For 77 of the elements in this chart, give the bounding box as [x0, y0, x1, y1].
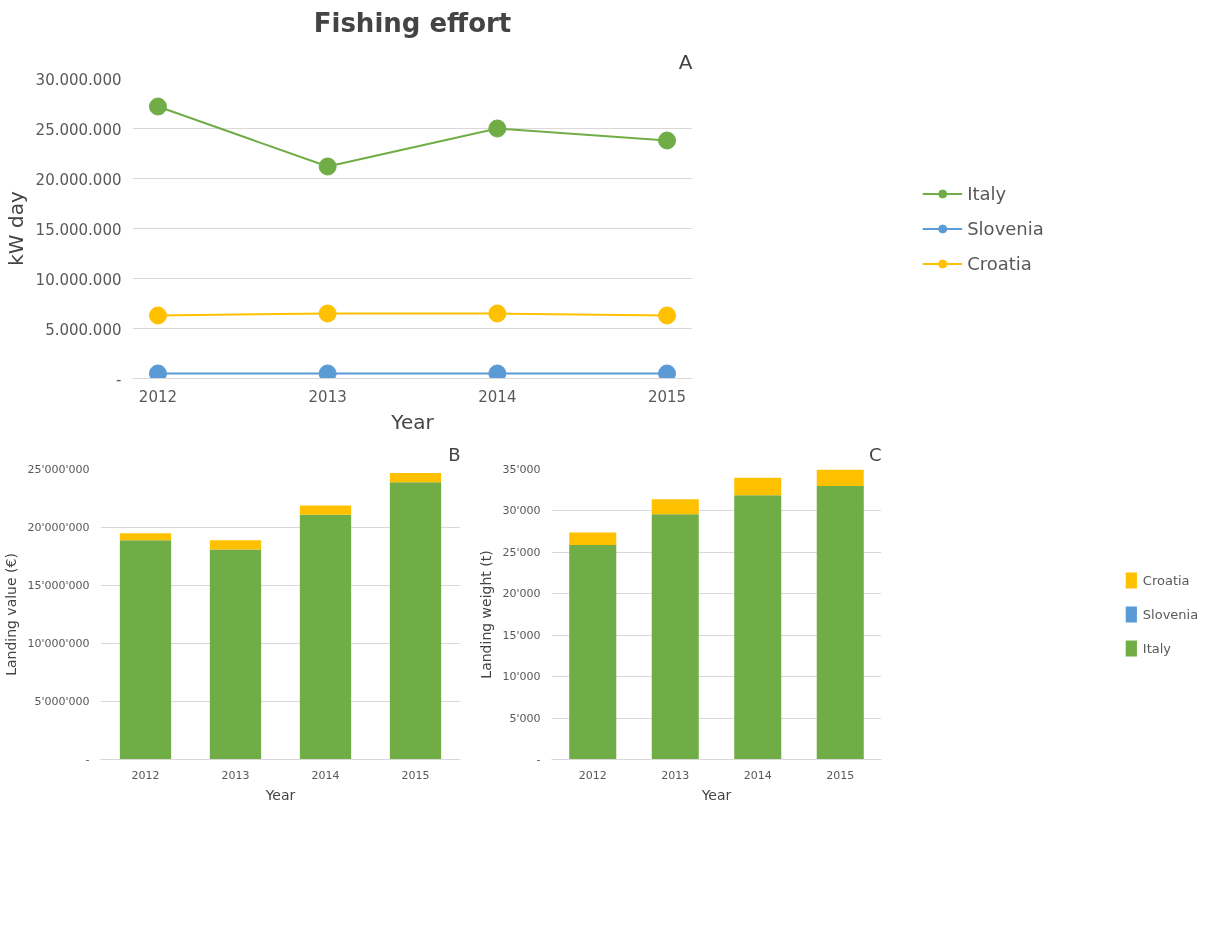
point — [488, 364, 507, 379]
x-tick-label: 2015 — [647, 387, 687, 406]
y-tick-label: 25'000 — [502, 545, 541, 559]
chart-title: Fishing effort — [313, 7, 512, 38]
text: A — [678, 49, 693, 74]
y-tick-label: 15.000.000 — [35, 220, 122, 239]
x-tick-label: 2015 — [401, 768, 430, 782]
point — [148, 306, 167, 325]
legend-label: Italy — [967, 182, 1007, 204]
y-tick-label: - — [536, 753, 541, 766]
bar — [299, 514, 352, 760]
y-tick-label: 10.000.000 — [35, 270, 122, 289]
bar — [816, 469, 864, 487]
bar — [734, 477, 782, 496]
y-tick-label: 5'000'000 — [34, 695, 90, 708]
legend-label: Croatia — [967, 252, 1032, 274]
y-axis-title: Landing value (€) — [3, 553, 20, 676]
bar — [209, 549, 262, 760]
legend-label: Italy — [1142, 640, 1172, 656]
text: C — [868, 443, 882, 465]
x-tick-label: 2013 — [308, 387, 347, 406]
x-tick-label: 2014 — [311, 768, 340, 782]
y-tick-label: 10'000 — [502, 670, 541, 684]
x-tick-label: 2013 — [221, 768, 250, 782]
point — [318, 364, 337, 379]
bar — [299, 505, 352, 515]
y-tick-label: - — [116, 370, 122, 389]
point — [488, 304, 507, 323]
y-tick-label: 5.000.000 — [45, 320, 122, 339]
point — [658, 306, 677, 325]
bar — [816, 486, 864, 760]
y-axis-title: Landing weight (t) — [478, 550, 495, 679]
x-tick-label: 2014 — [743, 768, 772, 782]
x-tick-label: 2012 — [131, 768, 160, 782]
bar — [569, 544, 617, 760]
point — [148, 364, 167, 379]
text: B — [448, 443, 461, 465]
y-tick-label: 30'000 — [502, 504, 541, 518]
y-tick-label: 15'000'000 — [27, 579, 90, 592]
bar — [651, 514, 699, 760]
y-tick-label: 5'000 — [509, 711, 541, 725]
x-tick-label: 2013 — [661, 768, 690, 782]
point — [658, 364, 677, 379]
bar — [119, 533, 172, 541]
legend-label: Slovenia — [967, 217, 1044, 239]
legend-label: Croatia — [1142, 572, 1190, 588]
x-axis-title: Year — [264, 786, 296, 803]
bar — [651, 499, 699, 515]
point — [318, 157, 337, 176]
point — [658, 131, 677, 150]
bar — [119, 540, 172, 760]
y-tick-label: 10'000'000 — [27, 637, 90, 650]
x-axis-title: Year — [390, 409, 435, 434]
y-tick-label: 25.000.000 — [35, 120, 122, 139]
y-tick-label: - — [85, 753, 90, 766]
bar — [389, 472, 442, 483]
y-tick-label: 20'000 — [502, 587, 541, 601]
y-tick-label: 25'000'000 — [27, 463, 90, 476]
point — [488, 119, 507, 138]
x-tick-label: 2014 — [478, 387, 517, 406]
x-tick-label: 2012 — [578, 768, 607, 782]
bar — [389, 482, 442, 760]
bar — [209, 540, 262, 550]
y-axis-title: kW day — [3, 191, 28, 266]
point — [148, 97, 167, 116]
y-tick-label: 35'000 — [502, 463, 541, 476]
y-tick-label: 20.000.000 — [35, 170, 122, 189]
y-tick-label: 15'000 — [502, 628, 541, 642]
point — [318, 304, 337, 323]
y-tick-label: 30.000.000 — [35, 70, 122, 89]
x-axis-title: Year — [700, 786, 732, 803]
legend-label: Slovenia — [1142, 606, 1199, 622]
y-tick-label: 20'000'000 — [27, 521, 90, 534]
x-tick-label: 2015 — [826, 768, 855, 782]
bar — [569, 532, 617, 545]
bar — [734, 495, 782, 760]
x-tick-label: 2012 — [138, 387, 178, 406]
